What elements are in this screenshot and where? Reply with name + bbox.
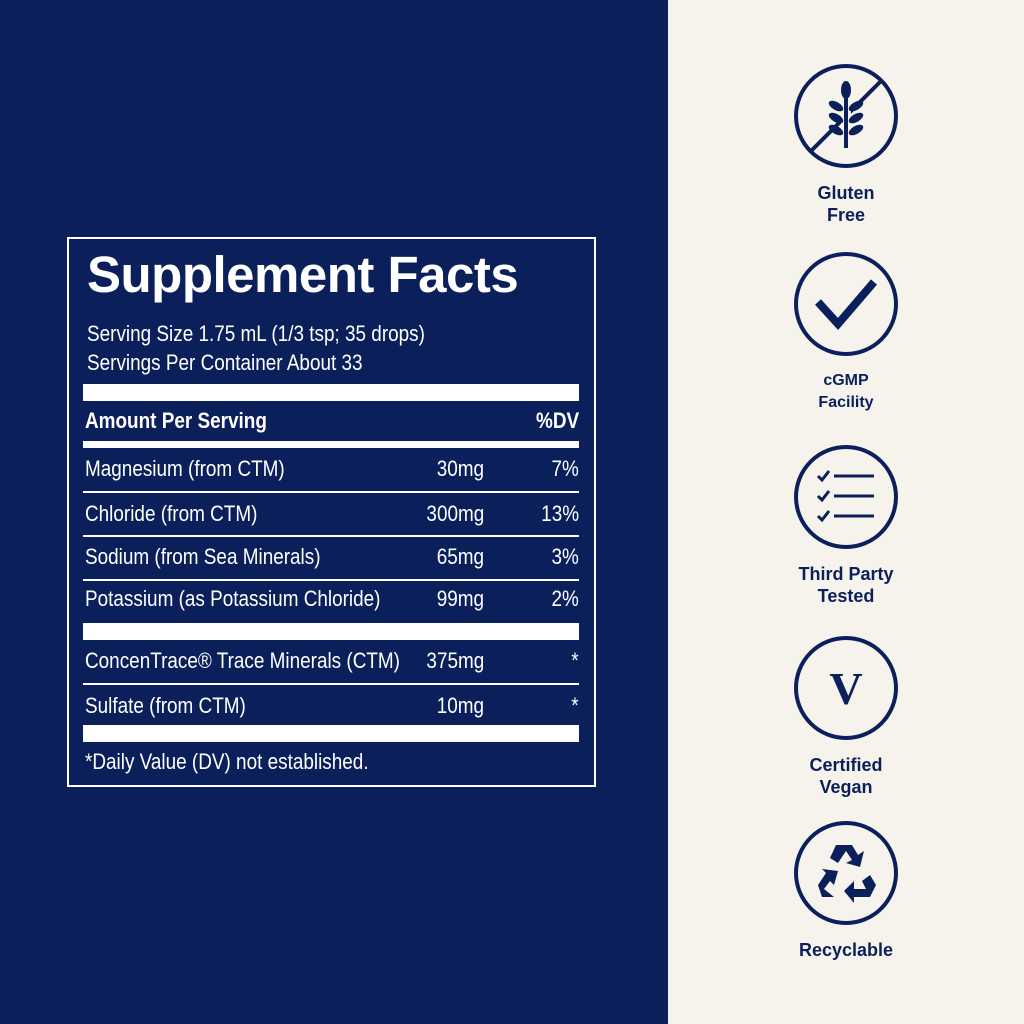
thick-divider (83, 623, 579, 640)
nutrient-amount: 300mg (426, 501, 484, 526)
medium-divider (83, 441, 579, 448)
badge-label: Third Party (798, 564, 894, 584)
nutrient-dv: * (571, 693, 579, 718)
vegan-glyph: V (829, 663, 862, 714)
badge-label: Tested (817, 586, 875, 606)
serving-size: Serving Size 1.75 mL (1/3 tsp; 35 drops) (87, 321, 425, 346)
nutrient-amount: 30mg (436, 456, 484, 481)
left-panel (0, 0, 668, 1024)
thin-divider (83, 535, 579, 537)
nutrient-dv: 13% (541, 501, 579, 526)
nutrient-amount: 65mg (436, 544, 484, 569)
badge-label: Free (826, 205, 866, 225)
supplement-facts-panel: Supplement Facts Serving Size 1.75 mL (1… (67, 237, 596, 787)
badge-recyclable: Recyclable (770, 819, 922, 961)
vegan-v-icon: V (794, 636, 898, 740)
thick-divider (83, 725, 579, 742)
nutrient-name: Magnesium (from CTM) (85, 456, 285, 481)
nutrient-name: ConcenTrace® Trace Minerals (CTM) (85, 648, 400, 673)
badge-label: Vegan (819, 777, 873, 797)
badge-vegan: V Certified Vegan (770, 634, 922, 798)
badge-label: Gluten (817, 183, 875, 203)
nutrient-name: Chloride (from CTM) (85, 501, 258, 526)
footnote: *Daily Value (DV) not established. (85, 749, 369, 774)
checklist-icon (794, 445, 898, 549)
badge-label: Certified (809, 755, 883, 775)
nutrient-amount: 99mg (436, 586, 484, 611)
badge-label: cGMP (823, 372, 869, 389)
nutrient-name: Sodium (from Sea Minerals) (85, 544, 321, 569)
gluten-free-icon (794, 64, 898, 168)
nutrient-dv: * (571, 648, 579, 673)
checkmark-icon (794, 252, 898, 356)
badge-label: Facility (818, 394, 874, 411)
right-panel (668, 0, 1024, 1024)
badge-label: Recyclable (798, 940, 894, 960)
header-dv: %DV (535, 408, 579, 433)
nutrient-amount: 375mg (426, 648, 484, 673)
badge-third-party: Third Party Tested (770, 443, 922, 607)
thin-divider (83, 683, 579, 685)
nutrient-dv: 7% (551, 456, 579, 481)
nutrient-name: Potassium (as Potassium Chloride) (85, 586, 381, 611)
badge-gluten-free: Gluten Free (770, 62, 922, 226)
nutrient-dv: 2% (551, 586, 579, 611)
thick-divider (83, 384, 579, 401)
facts-title: Supplement Facts (87, 246, 519, 303)
nutrient-dv: 3% (551, 544, 579, 569)
nutrient-name: Sulfate (from CTM) (85, 693, 246, 718)
thin-divider (83, 491, 579, 493)
nutrient-amount: 10mg (436, 693, 484, 718)
recycle-icon (794, 821, 898, 925)
badge-cgmp: cGMP Facility (770, 250, 922, 414)
header-amount: Amount Per Serving (85, 408, 267, 433)
thin-divider (83, 579, 579, 581)
servings-per-container: Servings Per Container About 33 (87, 350, 363, 375)
